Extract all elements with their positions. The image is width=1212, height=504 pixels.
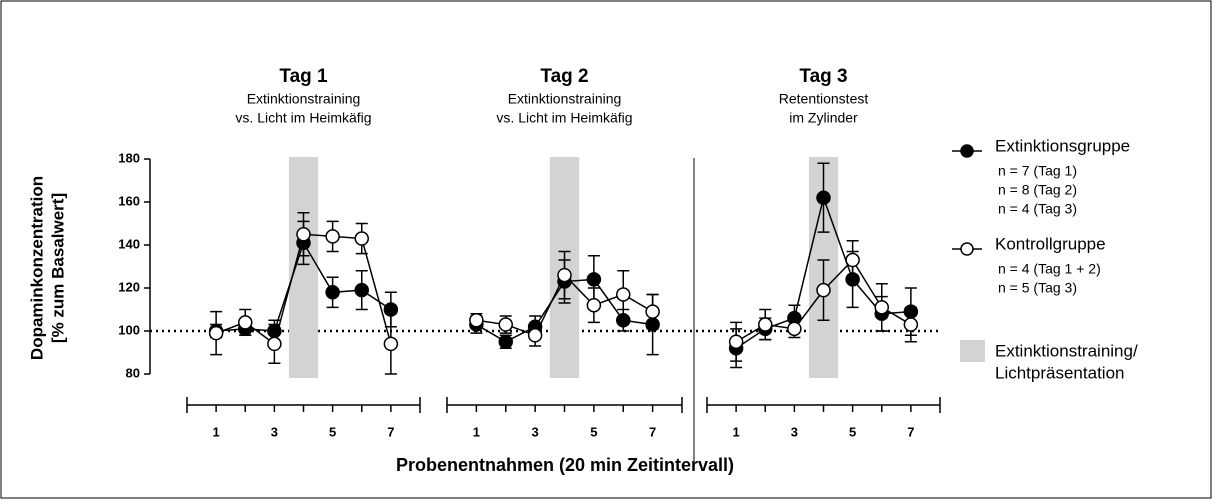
marker <box>728 334 744 349</box>
x-tick-label: 3 <box>271 424 278 439</box>
marker <box>208 325 224 341</box>
x-tick-label: 5 <box>590 424 597 439</box>
marker <box>645 317 660 332</box>
marker <box>903 304 919 319</box>
marker <box>354 231 369 246</box>
y-axis-label: [% zum Basalwert] <box>48 193 67 343</box>
marker <box>616 287 631 302</box>
marker <box>325 285 340 300</box>
marker <box>325 229 340 244</box>
legend-detail: n = 4 (Tag 1 + 2) <box>998 261 1101 277</box>
marker <box>296 227 311 242</box>
x-tick-label: 1 <box>473 424 480 439</box>
x-tick-label: 7 <box>387 424 394 439</box>
x-tick-label: 3 <box>532 424 539 439</box>
marker <box>816 282 831 298</box>
marker <box>758 317 773 332</box>
y-tick-label: 160 <box>118 193 140 208</box>
legend-detail: n = 8 (Tag 2) <box>998 182 1077 198</box>
x-tick-label: 1 <box>733 424 740 439</box>
marker <box>469 313 484 328</box>
panel-title: Tag 3 <box>799 66 847 87</box>
marker <box>498 334 513 349</box>
marker <box>845 252 860 268</box>
marker <box>816 190 831 205</box>
marker <box>267 336 282 352</box>
marker <box>874 300 889 315</box>
legend-label: Lichtpräsentation <box>995 363 1124 382</box>
marker <box>383 302 399 317</box>
marker <box>586 297 602 313</box>
y-tick-label: 120 <box>118 279 140 294</box>
legend-marker <box>960 242 974 256</box>
marker <box>586 272 602 287</box>
y-tick-label: 140 <box>118 236 140 251</box>
legend-detail: n = 7 (Tag 1) <box>998 163 1077 179</box>
panel-subtitle: Retentionstest <box>779 91 869 107</box>
marker <box>238 315 253 330</box>
marker <box>267 323 282 339</box>
marker <box>498 317 513 332</box>
marker <box>845 272 860 287</box>
panel-subtitle: vs. Licht im Heimkäfig <box>235 110 371 126</box>
x-axis-label: Probenentnahmen (20 min Zeitintervall) <box>396 455 734 475</box>
x-tick-label: 7 <box>649 424 656 439</box>
panel-subtitle: vs. Licht im Heimkäfig <box>496 110 632 126</box>
marker <box>557 267 572 283</box>
panel-title: Tag 2 <box>540 66 588 87</box>
marker <box>527 328 543 343</box>
x-tick-label: 5 <box>329 424 336 439</box>
y-tick-label: 80 <box>126 365 140 380</box>
legend-label: Extinktionstraining/ <box>995 341 1138 360</box>
y-tick-label: 100 <box>118 322 140 337</box>
y-tick-label: 180 <box>118 150 140 165</box>
legend-marker <box>960 144 974 158</box>
marker <box>616 313 631 328</box>
marker <box>787 321 802 337</box>
marker <box>645 304 660 319</box>
legend-label: Extinktionsgruppe <box>995 136 1130 155</box>
marker <box>354 282 369 298</box>
x-tick-label: 7 <box>907 424 914 439</box>
y-axis-label: Dopaminkonzentration <box>27 176 46 360</box>
legend-swatch <box>960 340 985 362</box>
marker <box>903 317 919 332</box>
panel-subtitle: Extinktionstraining <box>508 91 622 107</box>
panel-subtitle: im Zylinder <box>789 110 858 126</box>
x-tick-label: 3 <box>791 424 798 439</box>
legend-label: Kontrollgruppe <box>995 234 1106 253</box>
panel-subtitle: Extinktionstraining <box>247 91 361 107</box>
legend-detail: n = 4 (Tag 3) <box>998 201 1077 217</box>
x-tick-label: 1 <box>213 424 220 439</box>
panel-title: Tag 1 <box>279 66 328 87</box>
legend-detail: n = 5 (Tag 3) <box>998 280 1077 296</box>
shade <box>288 157 319 378</box>
marker <box>383 336 399 352</box>
x-tick-label: 5 <box>849 424 856 439</box>
